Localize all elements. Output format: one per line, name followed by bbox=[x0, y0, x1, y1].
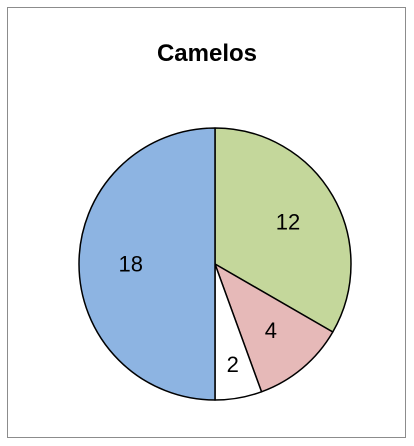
pie-slice-12 bbox=[214, 127, 352, 333]
pie-slice-label: 18 bbox=[118, 252, 142, 277]
pie-slice-4 bbox=[214, 263, 334, 393]
pie-slice-label: 12 bbox=[276, 209, 300, 234]
pie-labels: 12 4 2 18 bbox=[118, 209, 300, 377]
chart-title: Camelos bbox=[156, 40, 258, 67]
pie-slice-label: 2 bbox=[227, 352, 239, 377]
pie-slice-label: 4 bbox=[265, 318, 277, 343]
pie-slice-18 bbox=[78, 127, 216, 401]
pie-slices bbox=[78, 127, 352, 401]
